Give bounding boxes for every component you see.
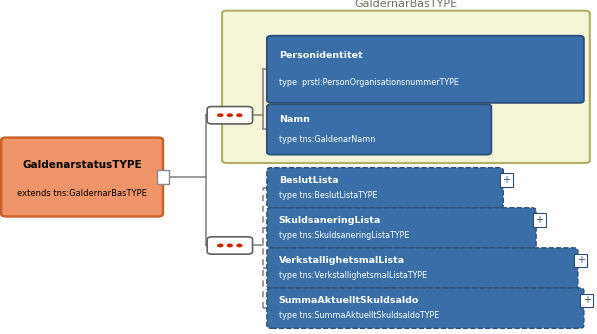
Text: SummaAktuelltSkuldsaldo: SummaAktuelltSkuldsaldo [279,296,419,305]
Text: type tns:GaldenarNamn: type tns:GaldenarNamn [279,135,375,144]
Text: Personidentitet: Personidentitet [279,51,362,60]
Circle shape [217,244,223,247]
Text: type tns:SkuldsaneringListaTYPE: type tns:SkuldsaneringListaTYPE [279,231,409,240]
Circle shape [227,114,233,117]
Text: type tns:SummaAktuelltSkuldsaldoTYPE: type tns:SummaAktuelltSkuldsaldoTYPE [279,311,439,320]
FancyBboxPatch shape [1,138,163,216]
FancyBboxPatch shape [157,170,169,184]
FancyBboxPatch shape [267,208,536,248]
Text: Namn: Namn [279,115,310,124]
Text: +: + [583,295,591,305]
Text: GaldenarstatusTYPE: GaldenarstatusTYPE [22,160,142,170]
FancyBboxPatch shape [222,11,590,163]
Circle shape [227,244,233,247]
FancyBboxPatch shape [207,237,253,254]
Text: type  prstl:PersonOrganisationsnummerTYPE: type prstl:PersonOrganisationsnummerTYPE [279,78,458,88]
FancyBboxPatch shape [267,288,584,328]
FancyBboxPatch shape [207,107,253,124]
Text: +: + [502,175,510,185]
Text: +: + [577,255,585,265]
Circle shape [236,114,242,117]
Text: type tns:BeslutListaTYPE: type tns:BeslutListaTYPE [279,191,377,200]
FancyBboxPatch shape [267,36,584,103]
Circle shape [217,114,223,117]
Text: BeslutLista: BeslutLista [279,176,338,185]
FancyBboxPatch shape [267,168,503,208]
FancyBboxPatch shape [580,294,593,307]
FancyBboxPatch shape [500,173,513,187]
Circle shape [236,244,242,247]
Text: GaldernarBasTYPE: GaldernarBasTYPE [355,0,457,9]
Text: +: + [535,215,543,225]
FancyBboxPatch shape [267,104,491,155]
Text: VerkstallighetsmalLista: VerkstallighetsmalLista [279,256,405,265]
FancyBboxPatch shape [574,254,587,267]
FancyBboxPatch shape [533,213,546,227]
Text: type tns:VerkstallighetsmalListaTYPE: type tns:VerkstallighetsmalListaTYPE [279,271,427,280]
Text: SkuldsaneringLista: SkuldsaneringLista [279,216,381,225]
Text: extends tns:GaldernarBasTYPE: extends tns:GaldernarBasTYPE [17,189,147,198]
FancyBboxPatch shape [267,248,578,288]
